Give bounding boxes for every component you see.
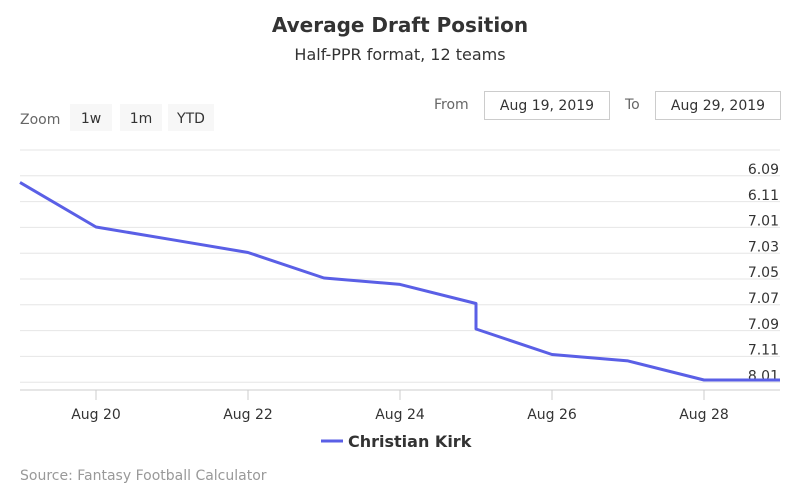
to-label: To: [624, 97, 640, 113]
y-axis-labels: 6.09 6.11 7.01 7.03 7.05 7.07 7.09 7.11 8.01: [748, 162, 779, 384]
zoom-label: Zoom: [20, 112, 60, 128]
from-date-input[interactable]: Aug 19, 2019: [484, 91, 610, 120]
y-tick-label: 7.11: [748, 343, 779, 359]
y-tick-label: 6.11: [748, 188, 779, 204]
zoom-ytd-button[interactable]: YTD: [168, 104, 214, 131]
to-date-value: Aug 29, 2019: [671, 98, 765, 114]
y-tick-label: 7.09: [748, 317, 779, 333]
y-tick-label: 7.03: [748, 239, 779, 255]
from-label: From: [434, 97, 469, 113]
y-tick-label: 6.09: [748, 162, 779, 178]
x-axis: Aug 20 Aug 22 Aug 24 Aug 26 Aug 28: [20, 389, 780, 423]
grid-lines: [20, 149, 780, 383]
y-tick-label: 8.01: [748, 368, 779, 384]
x-tick-label: Aug 24: [375, 407, 425, 423]
x-tick-label: Aug 20: [71, 407, 121, 423]
y-tick-label: 7.07: [748, 291, 779, 307]
chart-subtitle: Half-PPR format, 12 teams: [294, 45, 505, 64]
series-line-christian-kirk[interactable]: [19, 181, 780, 382]
zoom-ytd-label: YTD: [176, 111, 205, 127]
zoom-1m-button[interactable]: 1m: [120, 104, 162, 131]
legend-label: Christian Kirk: [348, 432, 472, 451]
to-date-input[interactable]: Aug 29, 2019: [655, 91, 781, 120]
zoom-1m-label: 1m: [130, 111, 153, 127]
x-tick-label: Aug 28: [679, 407, 729, 423]
legend-item-christian-kirk[interactable]: Christian Kirk: [321, 432, 472, 451]
x-tick-label: Aug 22: [223, 407, 273, 423]
from-date-value: Aug 19, 2019: [500, 98, 594, 114]
x-tick-label: Aug 26: [527, 407, 577, 423]
y-tick-label: 7.05: [748, 265, 779, 281]
zoom-1w-label: 1w: [81, 111, 101, 127]
series-group: [19, 181, 780, 382]
source-credit[interactable]: Source: Fantasy Football Calculator: [20, 468, 267, 484]
zoom-1w-button[interactable]: 1w: [70, 104, 112, 131]
chart-title: Average Draft Position: [272, 13, 528, 37]
y-tick-label: 7.01: [748, 214, 779, 230]
